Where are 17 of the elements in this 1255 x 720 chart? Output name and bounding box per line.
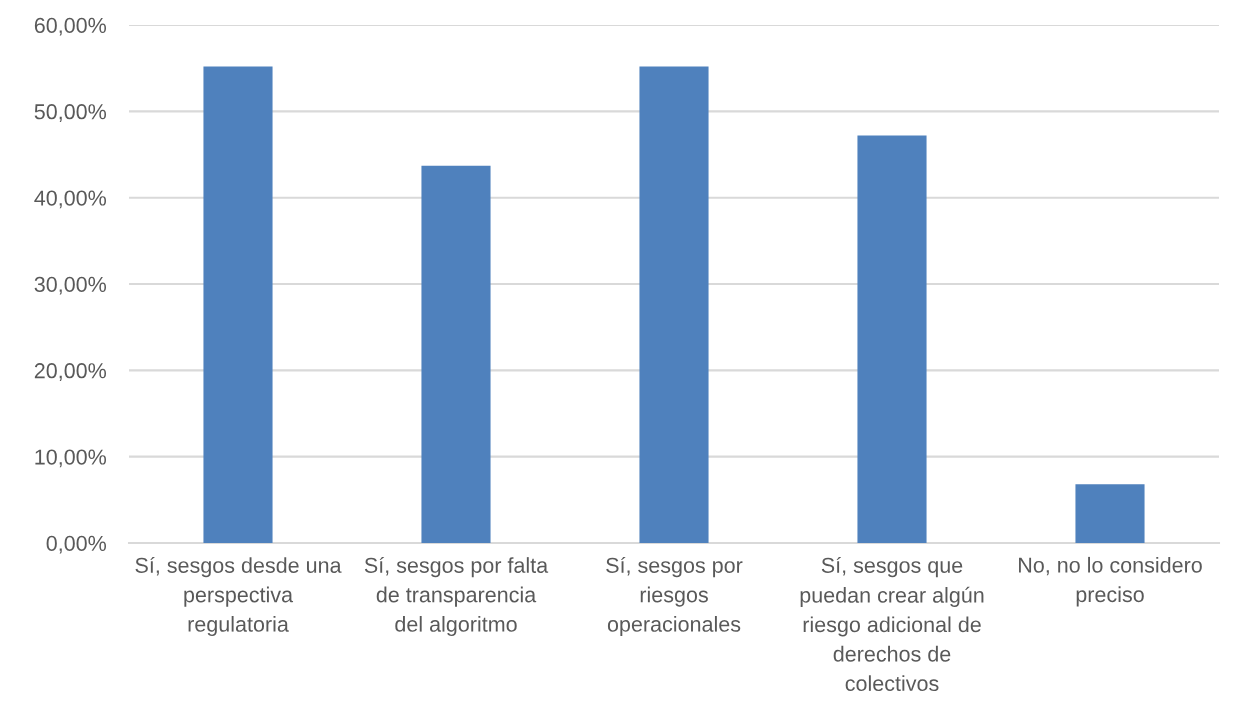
y-tick-label: 40,00% [34, 190, 107, 209]
bar [1075, 484, 1145, 543]
x-tick-label: Sí, sesgos por falta de transparencia del algoritmo [364, 556, 549, 637]
bar [639, 66, 709, 543]
bar [203, 66, 273, 543]
x-tick-label: Sí, sesgos que puedan crear algún riesgo adicional de derechos de colectivos [800, 556, 984, 692]
y-tick-label: 60,00% [34, 17, 107, 36]
x-tick-label: No, no lo considero preciso [1019, 556, 1202, 607]
bar [857, 135, 927, 543]
y-tick-label: 20,00% [34, 363, 107, 381]
y-tick-label: 10,00% [35, 449, 107, 468]
y-tick-label: 0,00% [46, 535, 107, 554]
bar [421, 165, 491, 543]
x-tick-label: Sí, sesgos por riesgos operacionales [606, 556, 743, 637]
y-tick-label: 30,00% [34, 276, 107, 295]
x-tick-label: Sí, sesgos desde una perspectiva regulatoria [135, 556, 342, 637]
y-tick-label: 50,00% [34, 104, 107, 122]
